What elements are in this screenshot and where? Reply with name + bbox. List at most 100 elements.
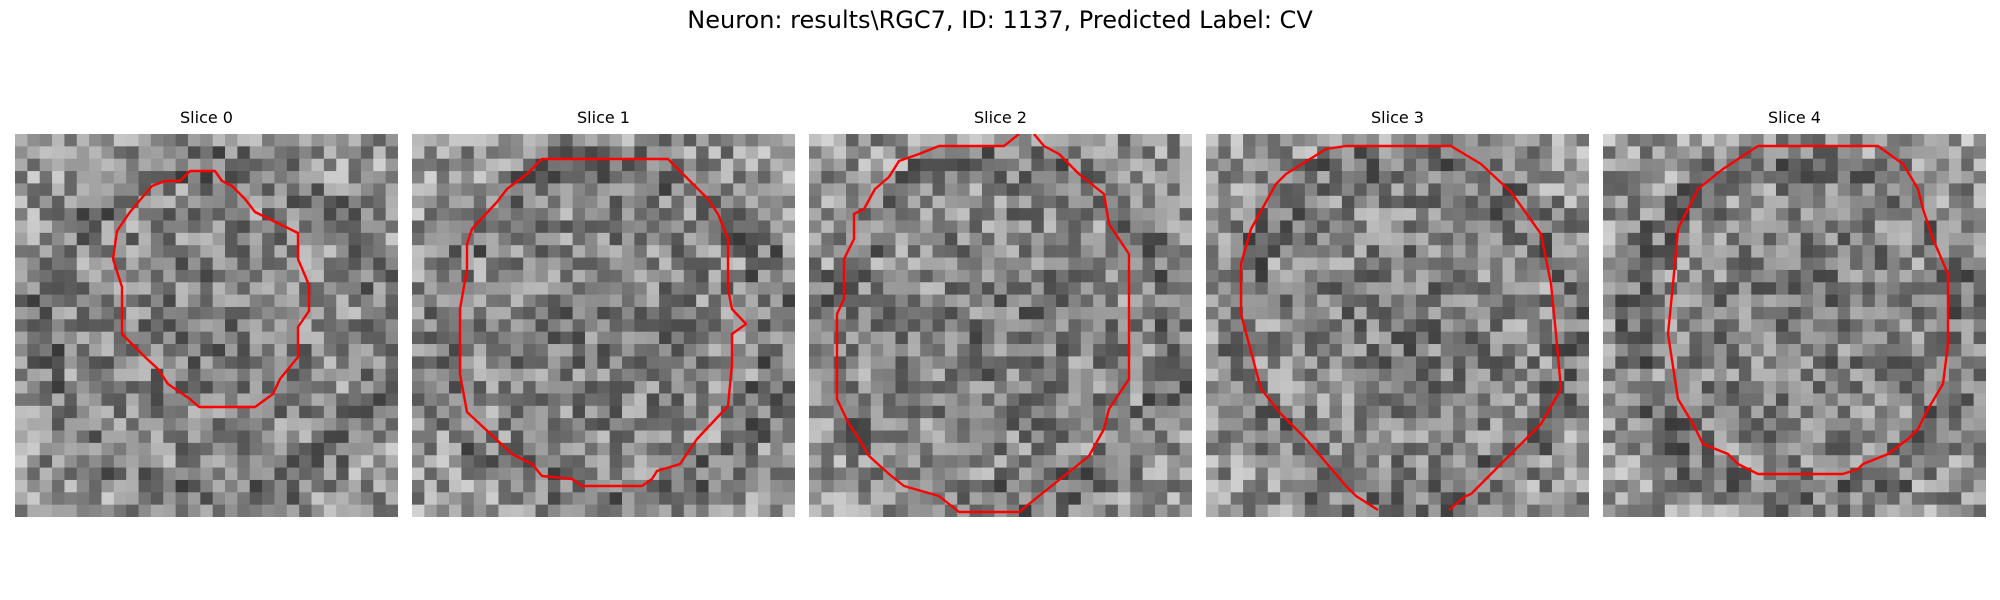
image-pixel: [412, 455, 425, 469]
image-pixel: [1154, 344, 1168, 357]
image-pixel: [175, 479, 189, 493]
image-pixel: [101, 356, 115, 370]
image-pixel: [1416, 183, 1429, 197]
image-pixel: [1056, 257, 1070, 271]
image-pixel: [634, 282, 648, 296]
image-pixel: [1341, 158, 1355, 172]
image-pixel: [1763, 232, 1777, 246]
image-pixel: [1056, 418, 1070, 432]
image-pixel: [1751, 257, 1765, 271]
image-pixel: [1267, 455, 1281, 469]
image-pixel: [932, 183, 946, 197]
image-pixel: [510, 344, 524, 357]
image-pixel: [1130, 306, 1144, 320]
image-pixel: [1366, 245, 1380, 259]
image-pixel: [1514, 146, 1528, 160]
image-pixel: [412, 195, 425, 209]
image-pixel: [486, 455, 500, 469]
image-pixel: [870, 492, 884, 506]
image-pixel: [424, 208, 438, 222]
image-pixel: [274, 294, 288, 308]
image-pixel: [498, 319, 512, 333]
image-pixel: [449, 479, 463, 493]
image-pixel: [436, 368, 450, 382]
image-pixel: [932, 171, 946, 185]
image-pixel: [1440, 171, 1454, 185]
image-pixel: [584, 319, 598, 333]
image-pixel: [708, 504, 722, 517]
image-pixel: [1179, 430, 1192, 444]
image-pixel: [498, 405, 512, 419]
image-pixel: [323, 171, 337, 185]
image-pixel: [1640, 492, 1654, 506]
image-pixel: [1726, 492, 1740, 506]
image-pixel: [163, 146, 177, 160]
image-pixel: [981, 479, 995, 493]
image-pixel: [27, 232, 41, 246]
image-pixel: [237, 220, 251, 234]
image-pixel: [89, 158, 103, 172]
image-pixel: [833, 220, 847, 234]
image-pixel: [52, 306, 66, 320]
image-pixel: [360, 356, 374, 370]
image-pixel: [870, 208, 884, 222]
image-pixel: [858, 306, 872, 320]
image-pixel: [1243, 405, 1257, 419]
image-pixel: [1850, 405, 1864, 419]
image-pixel: [981, 294, 995, 308]
image-pixel: [498, 455, 512, 469]
image-pixel: [757, 368, 771, 382]
image-pixel: [883, 269, 897, 283]
image-pixel: [1416, 158, 1429, 172]
image-pixel: [920, 455, 934, 469]
image-pixel: [1329, 195, 1343, 209]
image-pixel: [944, 467, 958, 481]
image-pixel: [187, 455, 201, 469]
image-pixel: [1850, 306, 1864, 320]
image-pixel: [969, 319, 983, 333]
image-pixel: [1936, 134, 1950, 147]
image-pixel: [262, 146, 276, 160]
image-pixel: [809, 183, 822, 197]
image-pixel: [1243, 492, 1257, 506]
image-pixel: [745, 257, 759, 271]
image-pixel: [646, 418, 660, 432]
image-pixel: [1142, 195, 1156, 209]
image-pixel: [1640, 368, 1654, 382]
image-pixel: [1825, 479, 1839, 493]
image-pixel: [385, 381, 398, 395]
image-pixel: [609, 158, 623, 172]
image-pixel: [187, 368, 201, 382]
image-pixel: [237, 134, 251, 147]
image-pixel: [1788, 294, 1802, 308]
image-pixel: [1056, 319, 1070, 333]
image-pixel: [1800, 208, 1814, 222]
image-pixel: [1068, 245, 1082, 259]
image-pixel: [1341, 467, 1355, 481]
image-pixel: [757, 146, 771, 160]
image-pixel: [237, 467, 251, 481]
image-pixel: [348, 430, 362, 444]
image-pixel: [1551, 455, 1565, 469]
image-pixel: [1502, 257, 1516, 271]
image-pixel: [1738, 331, 1752, 345]
image-pixel: [1948, 269, 1962, 283]
image-pixel: [76, 306, 90, 320]
image-pixel: [1105, 430, 1119, 444]
image-pixel: [89, 344, 103, 357]
image-pixel: [1006, 158, 1020, 172]
image-pixel: [1206, 319, 1219, 333]
image-pixel: [1936, 195, 1950, 209]
image-pixel: [1179, 146, 1192, 160]
image-pixel: [523, 257, 537, 271]
image-pixel: [360, 306, 374, 320]
image-pixel: [646, 368, 660, 382]
image-pixel: [1465, 282, 1479, 296]
image-pixel: [846, 319, 860, 333]
image-pixel: [1961, 195, 1975, 209]
image-pixel: [1751, 294, 1765, 308]
image-pixel: [1564, 282, 1578, 296]
image-pixel: [944, 257, 958, 271]
image-pixel: [1527, 331, 1541, 345]
image-pixel: [572, 220, 586, 234]
